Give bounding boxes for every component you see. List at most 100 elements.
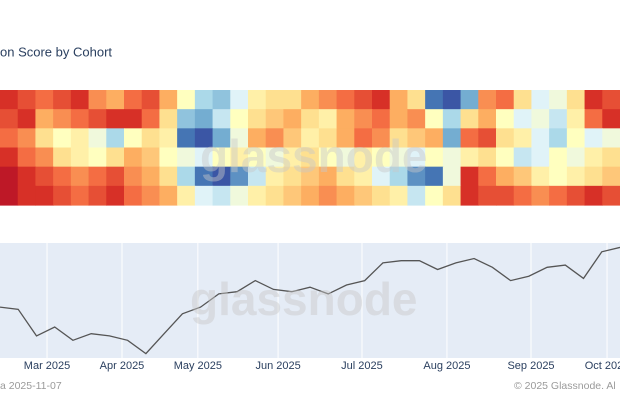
x-tick-label: Apr 2025: [100, 360, 145, 372]
heat-cell: [460, 185, 479, 206]
heat-cell: [460, 90, 479, 110]
heat-cell: [584, 166, 603, 187]
heat-cell: [425, 128, 444, 149]
heat-cell: [478, 90, 497, 110]
heat-cell: [194, 109, 214, 129]
heat-cell: [425, 166, 444, 187]
heat-cell: [318, 128, 338, 149]
x-tick-label: Jun 2025: [255, 360, 300, 372]
heat-cell: [442, 147, 462, 168]
heat-cell: [17, 90, 37, 110]
heat-cell: [230, 128, 249, 149]
heat-cell: [407, 147, 426, 168]
heat-cell: [194, 185, 214, 206]
heat-cell: [566, 128, 586, 149]
heat-cell: [283, 90, 302, 110]
heat-cell: [301, 128, 320, 149]
heat-cell: [248, 147, 267, 168]
heat-cell: [354, 128, 373, 149]
heat-cell: [513, 128, 533, 149]
heat-cell: [194, 90, 214, 110]
heat-cell: [106, 147, 125, 168]
heat-cell: [212, 185, 231, 206]
heat-cell: [442, 90, 462, 110]
heat-cell: [0, 90, 19, 110]
heat-cell: [159, 185, 178, 206]
heat-cell: [177, 109, 196, 129]
heat-cell: [531, 166, 550, 187]
heat-cell: [354, 90, 373, 110]
heat-cell: [248, 185, 267, 206]
heat-cell: [212, 147, 231, 168]
heat-cell: [248, 128, 267, 149]
heat-cell: [70, 185, 90, 206]
heat-cell: [496, 147, 515, 168]
heat-cell: [0, 128, 19, 149]
heat-cell: [35, 147, 54, 168]
heat-cell: [389, 109, 409, 129]
heat-cell: [496, 109, 515, 129]
heat-cell: [265, 128, 285, 149]
heat-cell: [124, 128, 143, 149]
heat-cell: [318, 147, 338, 168]
heat-cell: [212, 166, 231, 187]
heat-cell: [141, 109, 161, 129]
heat-cell: [602, 90, 620, 110]
heat-cell: [265, 90, 285, 110]
heat-cell: [425, 90, 444, 110]
heat-cell: [478, 109, 497, 129]
heat-cell: [513, 90, 533, 110]
heat-cell: [549, 128, 568, 149]
footer-left: a 2025-11-07: [0, 380, 62, 392]
heat-cell: [283, 147, 302, 168]
heat-cell: [177, 166, 196, 187]
heat-cell: [212, 128, 231, 149]
heat-cell: [549, 90, 568, 110]
heat-cell: [442, 185, 462, 206]
heat-cell: [265, 166, 285, 187]
heat-cell: [301, 109, 320, 129]
heat-cell: [88, 90, 107, 110]
heat-cell: [212, 90, 231, 110]
heat-cell: [301, 90, 320, 110]
heat-cell: [478, 166, 497, 187]
heat-cell: [0, 166, 19, 187]
heat-cell: [566, 109, 586, 129]
chart-title: on Score by Cohort: [0, 44, 112, 59]
heat-cell: [549, 147, 568, 168]
heat-cell: [496, 166, 515, 187]
x-tick-label: Sep 2025: [507, 360, 554, 372]
heat-cell: [88, 166, 107, 187]
heat-cell: [442, 109, 462, 129]
heat-cell: [248, 90, 267, 110]
heat-cell: [17, 147, 37, 168]
heat-cell: [566, 185, 586, 206]
heat-cell: [159, 90, 178, 110]
heat-cell: [372, 128, 391, 149]
heat-cell: [212, 109, 231, 129]
heat-cell: [549, 166, 568, 187]
heat-cell: [283, 128, 302, 149]
heat-cell: [425, 109, 444, 129]
heat-cell: [372, 147, 391, 168]
heat-cell: [531, 90, 550, 110]
heat-cell: [0, 185, 19, 206]
heat-cell: [301, 185, 320, 206]
heat-cell: [88, 147, 107, 168]
heat-cell: [496, 128, 515, 149]
heat-cell: [318, 109, 338, 129]
x-tick-label: May 2025: [174, 360, 222, 372]
heat-cell: [372, 166, 391, 187]
footer-right: © 2025 Glassnode. Al: [514, 380, 616, 392]
heat-cell: [336, 166, 355, 187]
heat-cell: [106, 128, 125, 149]
heat-cell: [513, 109, 533, 129]
watermark: glassnode: [190, 273, 418, 325]
heat-cell: [584, 128, 603, 149]
heat-cell: [318, 90, 338, 110]
heat-cell: [301, 166, 320, 187]
heat-cell: [106, 109, 125, 129]
heat-cell: [566, 90, 586, 110]
heat-cell: [372, 185, 391, 206]
heat-cell: [318, 185, 338, 206]
